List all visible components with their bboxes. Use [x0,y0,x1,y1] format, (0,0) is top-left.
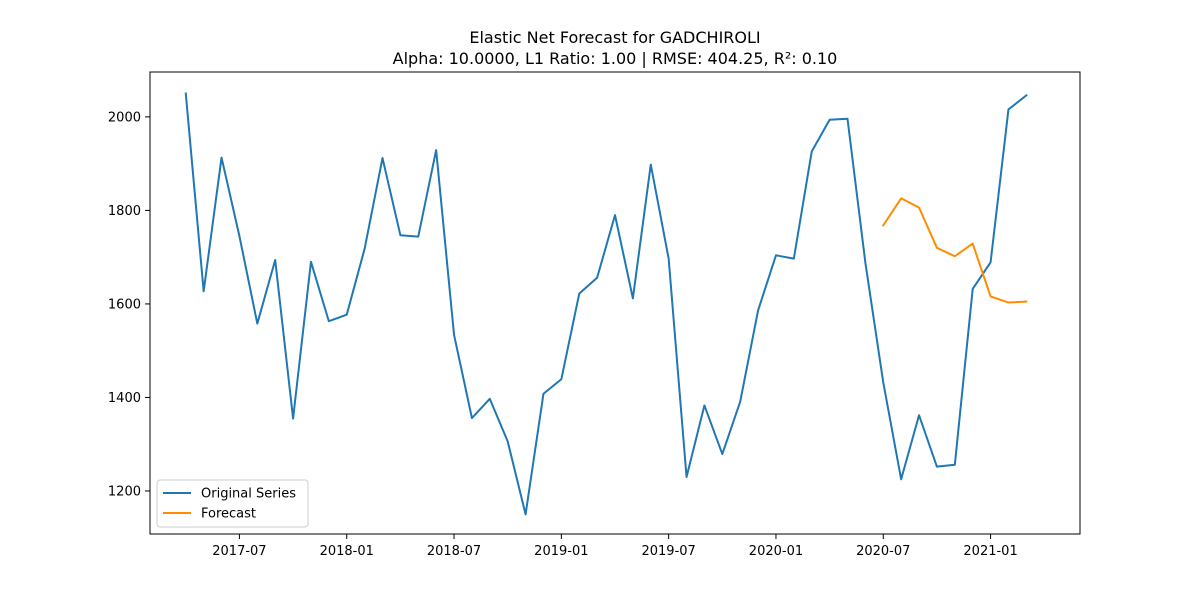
legend-label-original-series: Original Series [201,487,296,502]
series-line-original-series [184,92,1028,516]
legend-box [156,479,309,528]
x-tick-label: 2018-01 [320,544,374,559]
x-tick-label: 2019-01 [534,544,588,559]
y-axis: 1200 1400 1600 1800 2000 [108,110,150,499]
y-tick-label: 1400 [108,391,141,406]
x-tick-label: 2020-01 [749,544,803,559]
y-tick-label: 1800 [108,204,141,219]
chart-subtitle: Alpha: 10.0000, L1 Ratio: 1.00 | RMSE: 4… [393,49,838,68]
legend-label-forecast: Forecast [201,507,256,522]
x-tick-label: 2017-07 [212,544,266,559]
plot-lines [184,92,1028,516]
series-line-forecast [881,197,1028,304]
y-tick-label: 2000 [108,110,141,125]
x-tick-label: 2020-07 [856,544,910,559]
y-tick-label: 1600 [108,297,141,312]
plot-frame [149,71,1081,535]
x-axis: 2017-07 2018-01 2018-07 2019-01 2019-07 2020-… [212,534,1018,559]
chart-title: Elastic Net Forecast for GADCHIROLI [469,28,760,47]
x-tick-label: 2021-01 [963,544,1017,559]
y-tick-label: 1200 [108,484,141,499]
x-tick-label: 2019-07 [641,544,695,559]
x-tick-label: 2018-07 [427,544,481,559]
legend: Original Series Forecast [156,479,309,528]
